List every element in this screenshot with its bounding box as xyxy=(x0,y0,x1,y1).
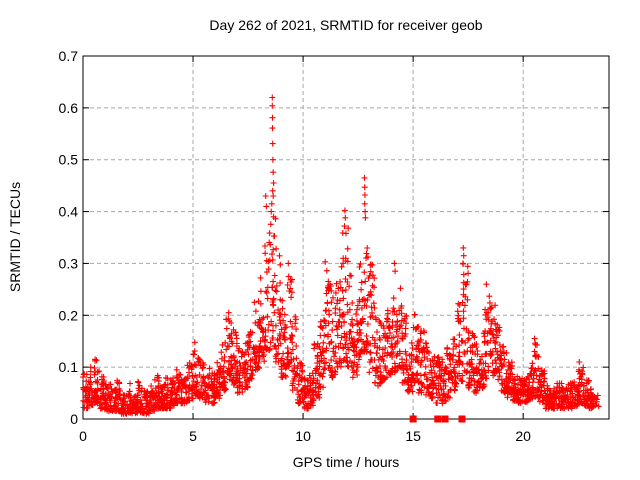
y-axis-label: SRMTID / TECUs xyxy=(7,182,23,292)
data-point-markers xyxy=(80,94,602,417)
y-tick-label: 0.3 xyxy=(59,255,79,271)
y-tick-label: 0.6 xyxy=(59,100,79,116)
x-tick-label: 5 xyxy=(189,428,197,444)
grid-lines xyxy=(83,56,609,419)
x-tick-label: 20 xyxy=(515,428,531,444)
x-tick-label: 10 xyxy=(295,428,311,444)
y-tick-label: 0.4 xyxy=(59,204,79,220)
plot-border xyxy=(82,55,610,420)
chart-title: Day 262 of 2021, SRMTID for receiver geo… xyxy=(209,17,482,33)
x-axis-label: GPS time / hours xyxy=(293,454,400,470)
x-tick-label: 15 xyxy=(405,428,421,444)
y-tick-label: 0.2 xyxy=(59,307,79,323)
x-tick-label: 0 xyxy=(79,428,87,444)
y-tick-label: 0 xyxy=(70,411,78,427)
zero-value-square-marker xyxy=(441,415,449,423)
tick-labels: 0 0.1 0.2 0.3 0.4 0.5 0.6 0.7 0 5 10 15 20 xyxy=(59,48,532,444)
zero-value-square-marker xyxy=(458,415,466,423)
scatter-points xyxy=(80,94,602,417)
zero-value-square-marker xyxy=(409,415,417,423)
y-tick-label: 0.1 xyxy=(59,359,79,375)
axes-border-and-ticks xyxy=(82,55,610,420)
zero-value-markers xyxy=(409,415,466,423)
y-tick-label: 0.5 xyxy=(59,152,79,168)
zero-value-square-marker xyxy=(434,415,442,423)
y-tick-label: 0.7 xyxy=(59,48,79,64)
